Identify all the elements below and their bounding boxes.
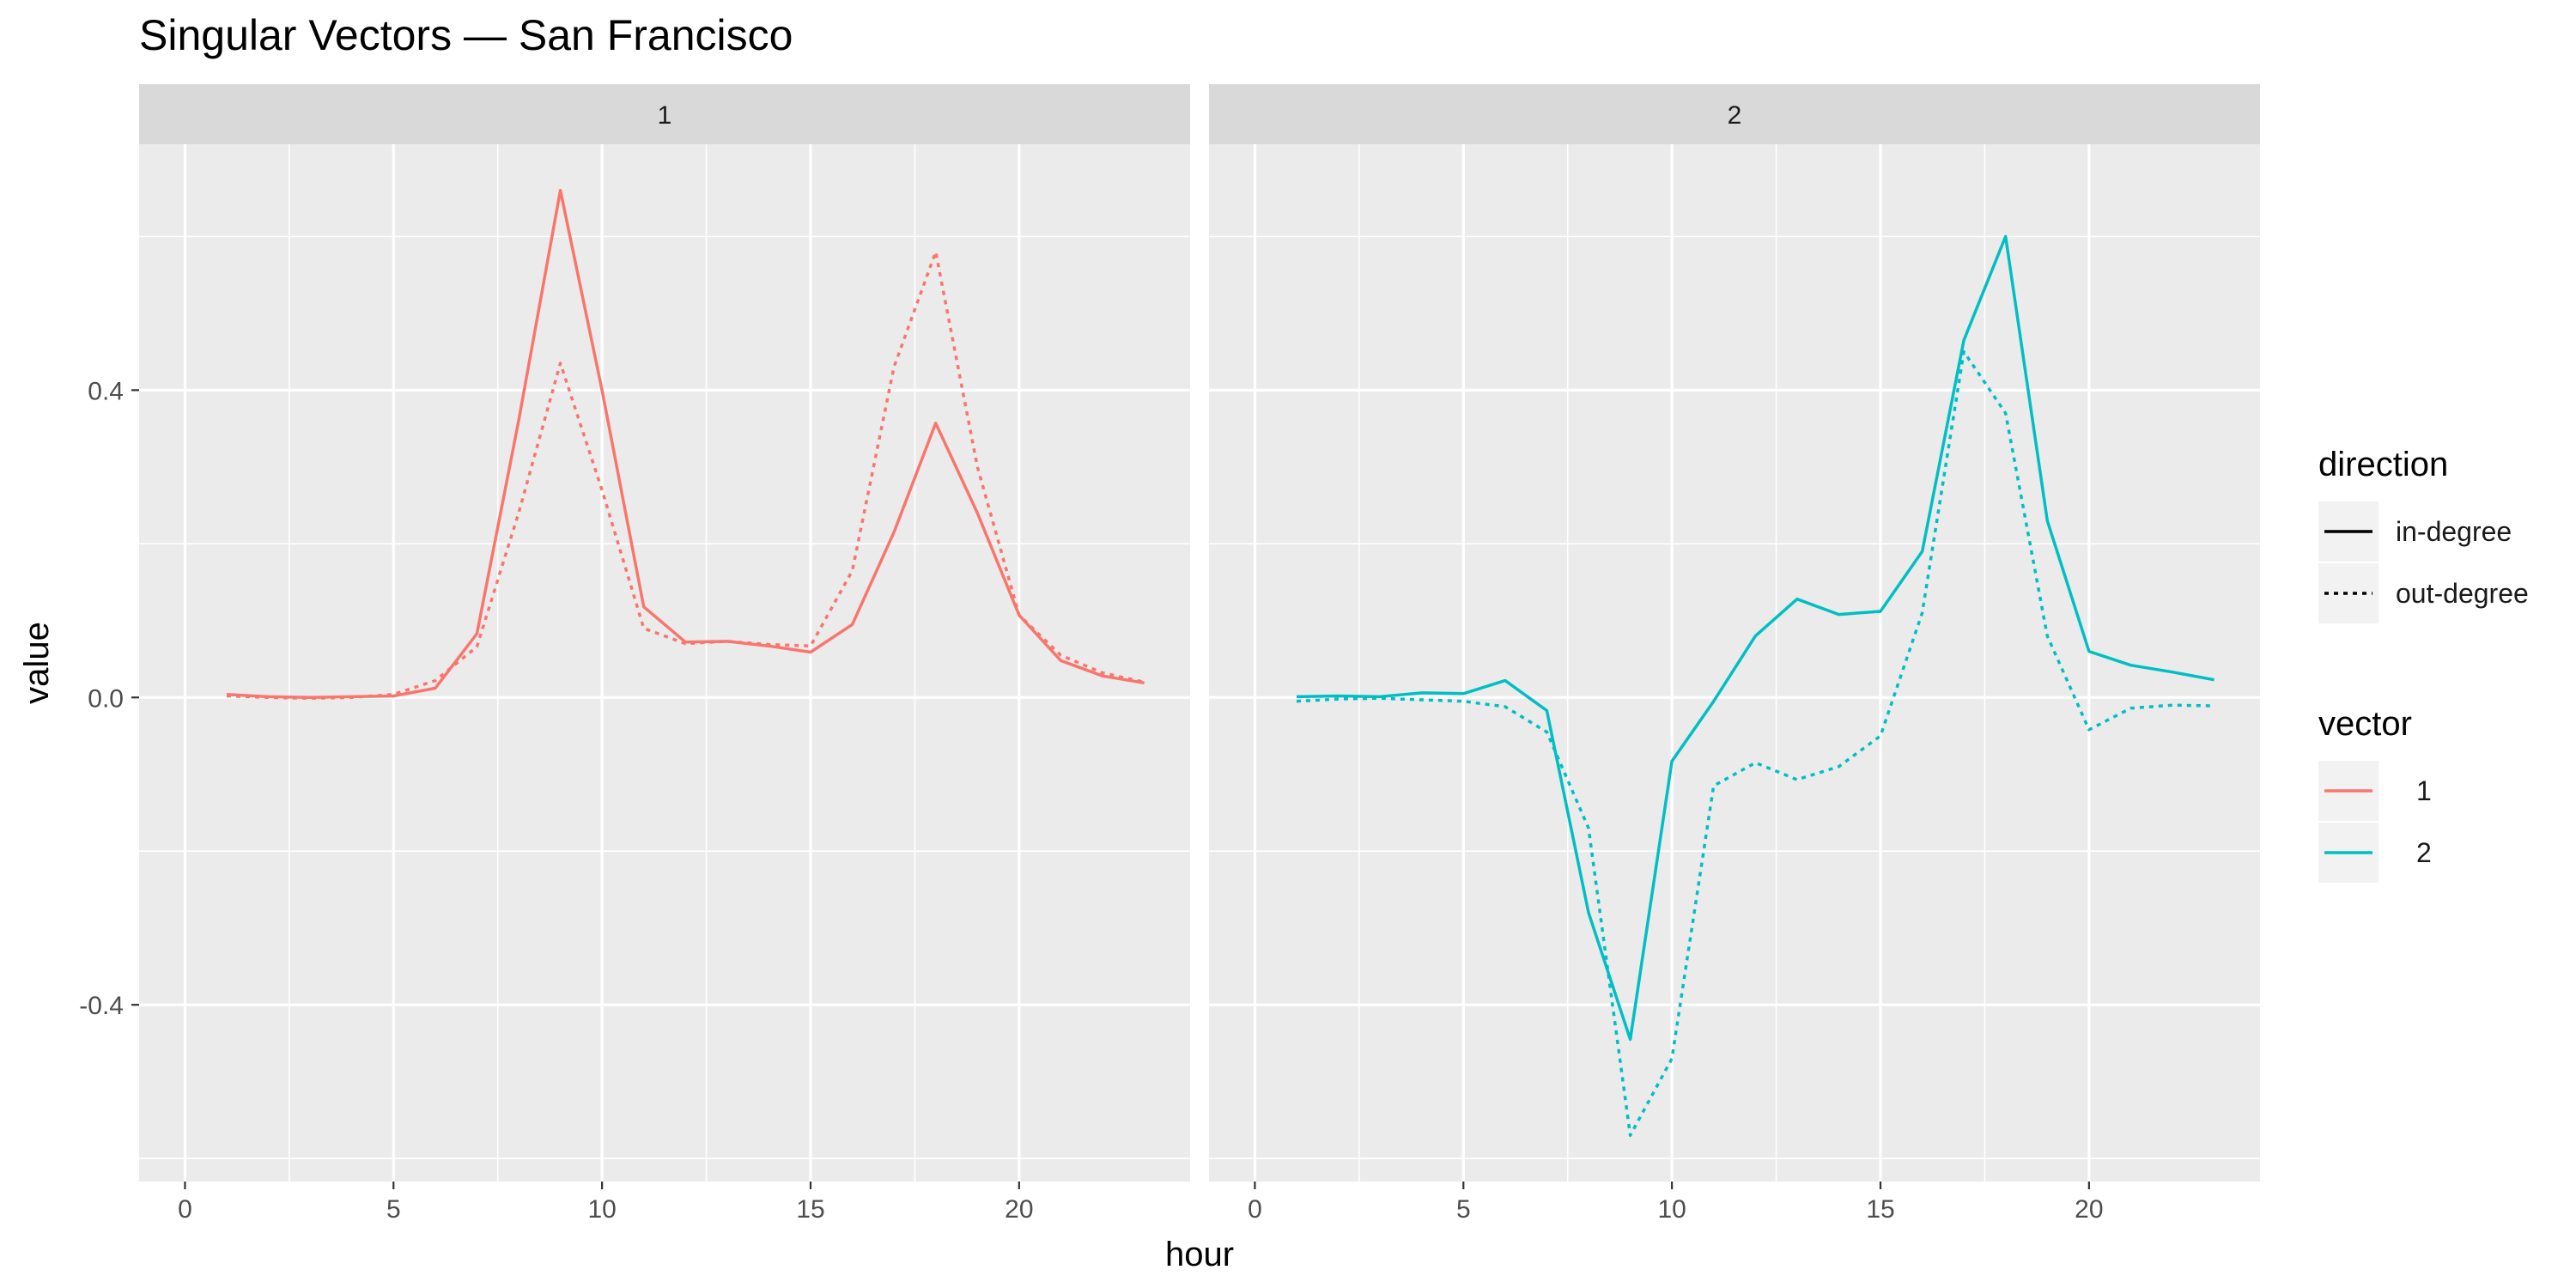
gridlines-1 [139,144,1190,1182]
facet-strip-1 [139,84,1190,144]
legend-label-in-degree: in-degree [2396,516,2512,547]
gridlines-2 [1209,144,2260,1182]
x-tick-label: 0 [1248,1195,1262,1224]
y-tick-label: 0.4 [88,377,124,405]
legend-vector-title: vector [2318,705,2412,743]
x-tick-label: 20 [2075,1195,2103,1224]
x-tick-label: 10 [1657,1195,1686,1224]
legend-item-in-degree: in-degree [2318,501,2512,562]
series-line-vector-2-in-degree [1296,234,2215,1042]
legend-item-vector-2: 2 [2318,823,2432,883]
facet-strip-label-2: 2 [1728,101,1742,130]
legend-direction: direction in-degree out-degree [2318,446,2529,623]
chart-title: Singular Vectors — San Francisco [139,11,793,59]
series-lines-2 [1296,234,2215,1138]
y-axis-title: value [18,622,56,704]
legend-label-out-degree: out-degree [2396,578,2529,609]
x-axis-title: hour [1165,1236,1234,1273]
x-tick-label: 5 [386,1195,401,1224]
x-tick-label: 5 [1456,1195,1471,1224]
series-line-vector-2-out-degree [1296,349,2215,1138]
x-tick-label: 15 [796,1195,824,1224]
plot-background-1 [139,144,1190,1182]
x-tick-label: 15 [1866,1195,1894,1224]
y-tick-label: -0.4 [79,992,124,1020]
x-tick-label: 10 [587,1195,616,1224]
x-tick-label: 0 [178,1195,192,1224]
x-tick-label: 20 [1005,1195,1033,1224]
plot-background-2 [1209,144,2260,1182]
y-tick-label: 0.0 [88,684,124,713]
legend-item-vector-1: 1 [2318,761,2432,821]
series-line-vector-1-out-degree [226,250,1145,700]
legend-label-vector-1: 1 [2416,775,2432,806]
series-lines-1 [226,188,1145,700]
legend-vector: vector 1 2 [2318,705,2432,883]
facet-panel-1: 1 0 5 10 15 20 [139,84,1190,1224]
legend-label-vector-2: 2 [2416,837,2432,868]
x-axis-2: 0 5 10 15 20 [1248,1182,2104,1224]
facet-strip-label-1: 1 [658,101,672,130]
facet-panel-2: 2 0 5 10 15 20 [1209,84,2260,1224]
legend-item-out-degree: out-degree [2318,563,2529,623]
facet-strip-2 [1209,84,2260,144]
y-axis: -0.4 0.0 0.4 [79,377,139,1020]
legend-direction-title: direction [2318,446,2448,483]
x-axis-1: 0 5 10 15 20 [178,1182,1034,1224]
